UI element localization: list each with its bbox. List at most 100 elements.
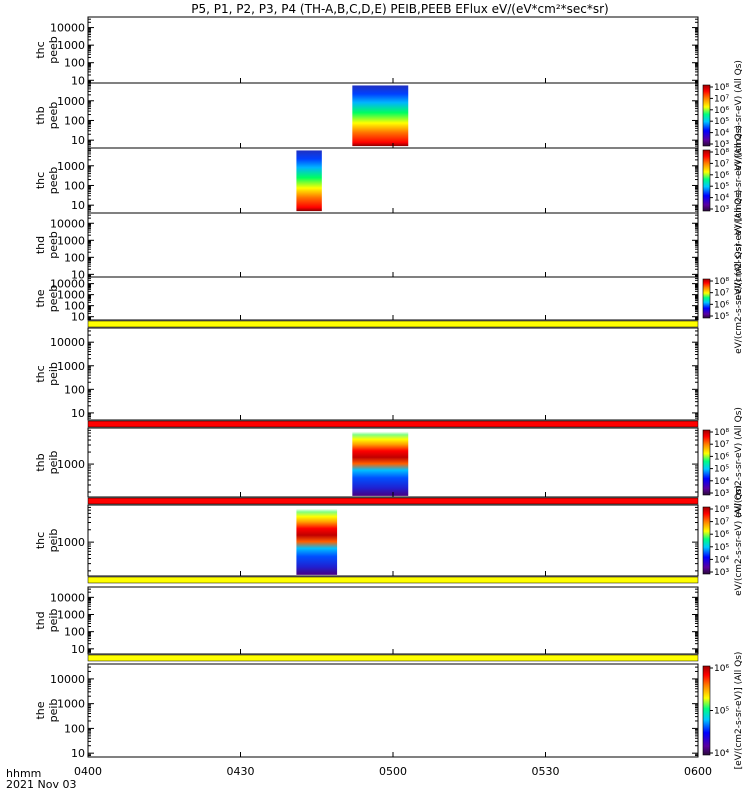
panel-label-probe: the	[34, 289, 47, 307]
y-tick-label: 10000	[50, 336, 85, 349]
y-tick-label: 10	[71, 268, 85, 281]
colorbar-tick-label: 10⁵	[714, 182, 729, 192]
y-tick-label: 1000	[57, 698, 85, 711]
panel-frame-4	[87, 276, 699, 321]
panel-label-probe: the	[34, 701, 47, 719]
colorbar-title: eV/(cm2-s-sr-eV) (All Qs)	[734, 190, 744, 301]
colorbar-tick-label: 10⁵	[714, 543, 729, 553]
colorbar-tick-label: 10⁶	[714, 171, 729, 181]
panel-label-instrument: peib	[47, 609, 60, 633]
y-tick-label: 10	[71, 311, 85, 324]
panel-label-probe: thc	[34, 41, 47, 58]
panel-frame-7	[87, 504, 699, 577]
panel-label-instrument: peeb	[47, 167, 60, 195]
spectrogram-block-2-0	[296, 150, 322, 212]
y-tick-label: 100	[64, 179, 85, 192]
colorbar-tick-label: 10⁵	[714, 465, 729, 475]
panel-label-probe: thd	[34, 236, 47, 254]
colorbar-tick-label: 10⁶	[714, 300, 729, 310]
colorbar-tick-label: 10⁸	[714, 148, 729, 158]
colorbar-4	[702, 278, 711, 319]
colorbar-title: eV/(cm2-s-sr-eV) (All Qs)	[734, 485, 744, 596]
colorbar-tick-label: 10⁴	[714, 749, 729, 759]
y-tick-label: 10000	[50, 591, 85, 604]
colorbar-tick-label: 10⁸	[714, 505, 729, 515]
panel-label-probe: thd	[34, 611, 47, 629]
colorbar-tick-label: 10⁸	[714, 428, 729, 438]
panel-frame-5	[87, 327, 699, 421]
figure-title: P5, P1, P2, P3, P4 (TH-A,B,C,D,E) PEIB,P…	[191, 2, 608, 16]
colorbar-title: eV/(cm2-s-sr-eV) (All Qs)	[734, 243, 744, 354]
y-tick-label: 1000	[57, 95, 85, 108]
colorbar-1	[702, 84, 711, 147]
y-tick-label: 1000	[57, 234, 85, 247]
panel-frame-9	[87, 663, 699, 758]
colorbar-tick-label: 10⁷	[714, 159, 729, 169]
panel-label-probe: thc	[34, 365, 47, 382]
panel-frame-8	[87, 586, 699, 655]
date-label: 2021 Nov 03	[6, 778, 76, 791]
y-tick-label: 10	[71, 407, 85, 420]
y-tick-label: 10	[71, 134, 85, 147]
y-tick-label: 100	[64, 722, 85, 735]
colorbar-9	[702, 665, 711, 756]
colorbar-tick-label: 10⁴	[714, 129, 729, 139]
y-tick-label: 100	[64, 383, 85, 396]
colorbar-tick-label: 10⁵	[714, 707, 729, 717]
colorbar-6	[702, 429, 711, 496]
colorbar-title: eV/(cm2-s-sr-eV) (All Qs)	[734, 125, 744, 236]
colorbar-title: eV/(cm2-s-sr-eV) (All Qs)	[734, 407, 744, 518]
colorbar-tick-label: 10⁷	[714, 94, 729, 104]
spectrogram-block-7-0	[296, 508, 338, 575]
panel-label-probe: thb	[34, 453, 47, 471]
y-tick-label: 1000	[57, 536, 85, 549]
y-tick-label: 10000	[50, 217, 85, 230]
y-tick-label: 1000	[57, 609, 85, 622]
colorbar-tick-label: 10⁴	[714, 477, 729, 487]
spectrogram-block-1-0	[352, 85, 409, 147]
colorbar-tick-label: 10³	[714, 568, 729, 578]
panel-label-probe: thc	[34, 532, 47, 549]
flag-bar-3	[87, 576, 699, 584]
colorbar-tick-label: 10⁴	[714, 194, 729, 204]
panel-label-probe: thb	[34, 106, 47, 124]
y-tick-label: 100	[64, 626, 85, 639]
y-tick-label: 10	[71, 643, 85, 656]
panel-frame-0	[87, 16, 699, 84]
x-tick-label: 0400	[74, 765, 102, 778]
colorbar-tick-label: 10⁷	[714, 518, 729, 528]
time-axis-label: hhmm	[6, 767, 41, 780]
panel-label-instrument: peeb	[47, 285, 60, 313]
y-tick-label: 1000	[57, 289, 85, 302]
y-tick-label: 100	[64, 57, 85, 70]
y-tick-label: 10000	[50, 278, 85, 291]
y-tick-label: 1000	[57, 160, 85, 173]
flag-bar-2	[87, 497, 699, 505]
y-tick-label: 10	[71, 747, 85, 760]
y-tick-label: 10000	[50, 22, 85, 35]
flag-bar-4	[87, 654, 699, 662]
colorbar-tick-label: 10³	[714, 205, 729, 215]
colorbar-title: eV/(cm2-s-sr-eV) (All Qs)	[734, 60, 744, 171]
x-tick-label: 0430	[227, 765, 255, 778]
panel-label-instrument: peeb	[47, 36, 60, 64]
colorbar-tick-label: 10⁸	[714, 277, 729, 287]
colorbar-tick-label: 10⁷	[714, 440, 729, 450]
colorbar-tick-label: 10⁸	[714, 83, 729, 93]
colorbar-tick-label: 10⁷	[714, 289, 729, 299]
colorbar-tick-label: 10⁶	[714, 106, 729, 116]
y-tick-label: 100	[64, 114, 85, 127]
colorbar-tick-label: 10⁵	[714, 117, 729, 127]
colorbar-tick-label: 10⁶	[714, 452, 729, 462]
y-tick-label: 1000	[57, 458, 85, 471]
panel-label-probe: thc	[34, 172, 47, 189]
flag-bar-0	[87, 320, 699, 328]
panel-label-instrument: peeb	[47, 102, 60, 130]
colorbar-7	[702, 506, 711, 575]
colorbar-2	[702, 149, 711, 212]
y-tick-label: 1000	[57, 39, 85, 52]
colorbar-tick-label: 10⁴	[714, 555, 729, 565]
panel-label-instrument: peib	[47, 362, 60, 386]
